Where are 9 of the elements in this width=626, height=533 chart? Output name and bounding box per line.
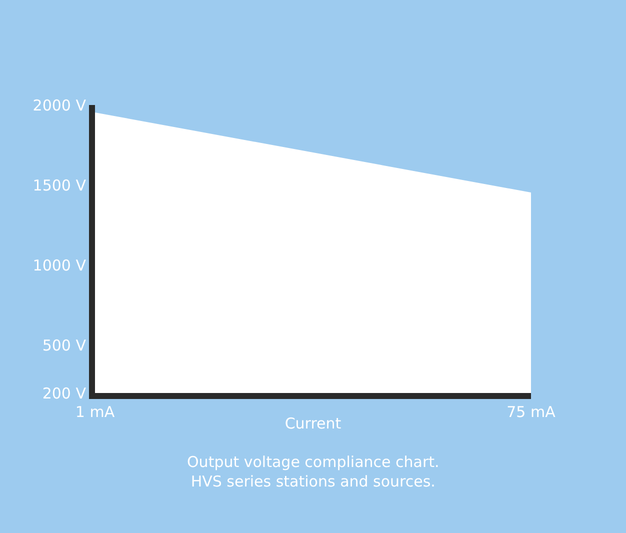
text: Output voltage compliance chart. HVS series stations and sources.	[187, 453, 440, 490]
y-tick-label: 2000 V	[32, 96, 87, 114]
x-tick-label: 1 mA	[75, 403, 116, 421]
y-tick-label: 1000 V	[32, 256, 87, 274]
x-axis-title: Current	[284, 414, 342, 432]
x-tick-label: 75 mA	[506, 403, 556, 421]
y-tick-label: 1500 V	[32, 176, 87, 194]
y-tick-label: 500 V	[42, 336, 87, 354]
y-tick-label: 200 V	[42, 384, 87, 402]
